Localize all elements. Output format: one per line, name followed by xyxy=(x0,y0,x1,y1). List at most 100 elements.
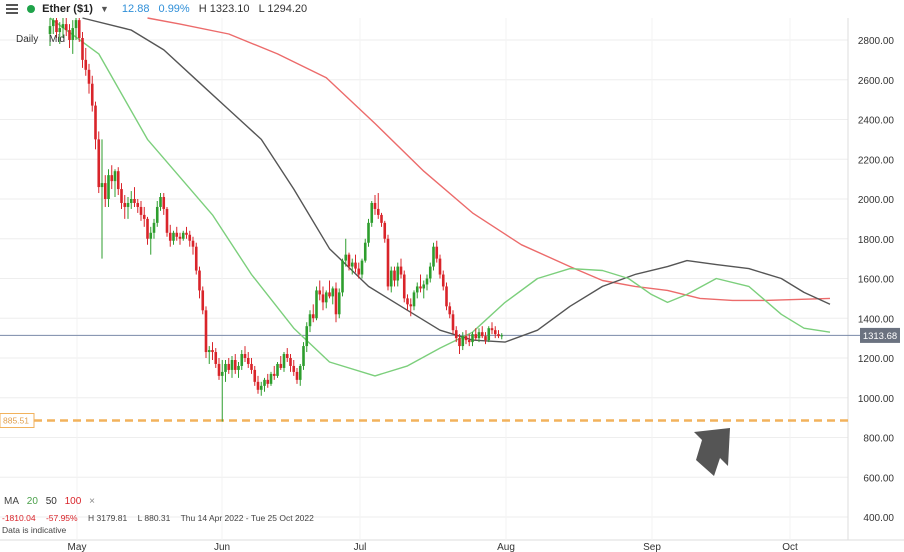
ma-label: MA xyxy=(4,496,19,507)
candle xyxy=(389,266,393,293)
y-axis: 400.00 600.00 800.00 1000.00 1200.00 1400.00 1… xyxy=(858,36,895,524)
x-tick-label: Jun xyxy=(214,542,230,552)
candle xyxy=(367,218,370,247)
candle xyxy=(409,298,413,317)
candle xyxy=(454,326,458,343)
candle xyxy=(272,365,276,380)
y-tick-label: 2000.00 xyxy=(858,195,895,206)
candle xyxy=(259,381,263,396)
candle xyxy=(380,212,383,227)
candle xyxy=(354,254,357,273)
candle xyxy=(461,332,465,351)
ma50-legend[interactable]: 50 xyxy=(45,496,57,507)
price-change-pct: 0.99% xyxy=(158,3,190,16)
range-info: -1810.04 -57.95% H 3179.81 L 880.31 Thu … xyxy=(2,513,322,523)
candle xyxy=(285,348,289,362)
ma100-legend[interactable]: 100 xyxy=(64,496,82,507)
candle xyxy=(263,377,266,392)
candle xyxy=(490,322,494,335)
session-low: L 1294.20 xyxy=(258,3,308,16)
candle xyxy=(191,236,195,255)
candle xyxy=(484,332,487,345)
candle xyxy=(324,290,328,309)
candle xyxy=(81,32,84,68)
candle xyxy=(126,197,130,219)
session-high: H 1323.10 xyxy=(198,3,250,16)
candle xyxy=(386,234,390,291)
y-tick-label: 2800.00 xyxy=(858,36,895,47)
ma50-line xyxy=(82,17,831,343)
grid-lines xyxy=(0,18,904,541)
candle xyxy=(61,18,65,39)
menu-icon[interactable] xyxy=(6,4,18,15)
y-tick-label: 2200.00 xyxy=(858,155,895,166)
candle xyxy=(220,359,224,422)
candle xyxy=(302,342,305,370)
candle xyxy=(113,169,117,198)
candle xyxy=(298,363,302,386)
candle xyxy=(155,200,159,227)
candle xyxy=(445,282,448,311)
y-tick-label: 1800.00 xyxy=(858,235,895,246)
disclaimer: Data is indicative xyxy=(2,525,67,535)
candle xyxy=(480,326,484,339)
range-change: -1810.04 xyxy=(2,513,36,523)
market-status-icon xyxy=(27,5,36,14)
candle xyxy=(373,195,377,215)
candle xyxy=(250,358,253,374)
candle xyxy=(103,175,107,207)
x-tick-label: Jul xyxy=(354,542,367,552)
candle xyxy=(412,290,416,311)
candle xyxy=(464,330,468,345)
chevron-down-icon[interactable]: ▼ xyxy=(99,4,109,15)
candle xyxy=(204,306,208,358)
candle xyxy=(419,274,422,293)
ma20-legend[interactable]: 20 xyxy=(26,496,38,507)
candle xyxy=(347,252,351,271)
candle xyxy=(357,262,361,279)
candle xyxy=(438,254,442,279)
candle xyxy=(331,286,335,305)
candle xyxy=(341,258,344,297)
candle xyxy=(435,240,439,263)
candle xyxy=(211,342,214,360)
price-type-selector[interactable]: Mid xyxy=(49,34,66,45)
candle xyxy=(253,365,257,386)
candle xyxy=(282,352,286,372)
candle xyxy=(162,193,166,215)
candlesticks xyxy=(48,18,504,422)
candle xyxy=(393,266,396,287)
candle xyxy=(467,334,471,347)
instrument-name[interactable]: Ether ($1) xyxy=(42,3,93,16)
support-level-label: 885.51 xyxy=(0,413,35,429)
candle xyxy=(402,270,406,303)
candle xyxy=(165,206,169,237)
close-icon[interactable]: × xyxy=(89,496,95,507)
candle xyxy=(214,348,218,368)
candle xyxy=(136,199,140,213)
candle xyxy=(123,195,127,219)
candle xyxy=(58,22,62,44)
candle xyxy=(344,238,348,267)
candle xyxy=(64,18,68,37)
candle xyxy=(311,304,315,323)
candle xyxy=(90,75,94,112)
candle xyxy=(328,280,331,299)
candle xyxy=(94,101,97,150)
candle xyxy=(240,350,244,370)
candle xyxy=(497,330,500,339)
candle xyxy=(350,258,354,275)
candle xyxy=(295,367,299,384)
candle xyxy=(237,361,240,378)
candle xyxy=(363,238,367,263)
interval-selector[interactable]: Daily xyxy=(16,34,39,45)
y-tick-label: 1000.00 xyxy=(858,394,895,405)
x-tick-label: May xyxy=(68,542,87,552)
candle xyxy=(149,226,153,255)
current-price-value: 1313.68 xyxy=(863,331,897,342)
candle xyxy=(243,346,247,362)
support-level-value: 885.51 xyxy=(3,416,29,426)
moving-averages xyxy=(49,17,831,377)
candle xyxy=(360,258,364,279)
